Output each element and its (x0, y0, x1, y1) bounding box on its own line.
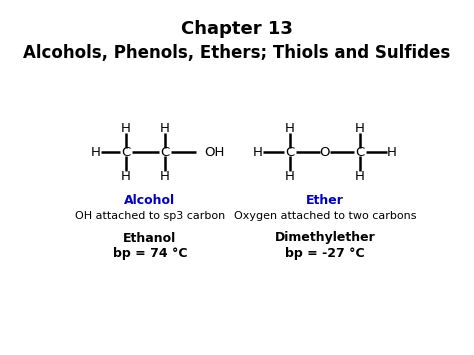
Text: bp = -27 °C: bp = -27 °C (285, 247, 365, 261)
Text: H: H (121, 121, 131, 135)
Text: C: C (356, 146, 365, 158)
Text: bp = 74 °C: bp = 74 °C (113, 247, 187, 261)
Text: O: O (320, 146, 330, 158)
Text: H: H (160, 169, 170, 182)
Text: Chapter 13: Chapter 13 (181, 20, 293, 38)
Text: C: C (121, 146, 131, 158)
Text: Ethanol: Ethanol (123, 231, 177, 245)
Text: H: H (355, 121, 365, 135)
Text: H: H (285, 169, 295, 182)
Text: OH: OH (204, 146, 224, 158)
Text: H: H (91, 146, 101, 158)
Text: H: H (121, 169, 131, 182)
Text: OH attached to sp3 carbon: OH attached to sp3 carbon (75, 211, 225, 221)
Text: Ether: Ether (306, 193, 344, 207)
Text: H: H (387, 146, 397, 158)
Text: Alcohols, Phenols, Ethers; Thiols and Sulfides: Alcohols, Phenols, Ethers; Thiols and Su… (23, 44, 451, 62)
Text: C: C (285, 146, 295, 158)
Text: H: H (285, 121, 295, 135)
Text: H: H (253, 146, 263, 158)
Text: H: H (355, 169, 365, 182)
Text: C: C (160, 146, 170, 158)
Text: H: H (160, 121, 170, 135)
Text: Dimethylether: Dimethylether (274, 231, 375, 245)
Text: Alcohol: Alcohol (125, 193, 175, 207)
Text: Oxygen attached to two carbons: Oxygen attached to two carbons (234, 211, 416, 221)
